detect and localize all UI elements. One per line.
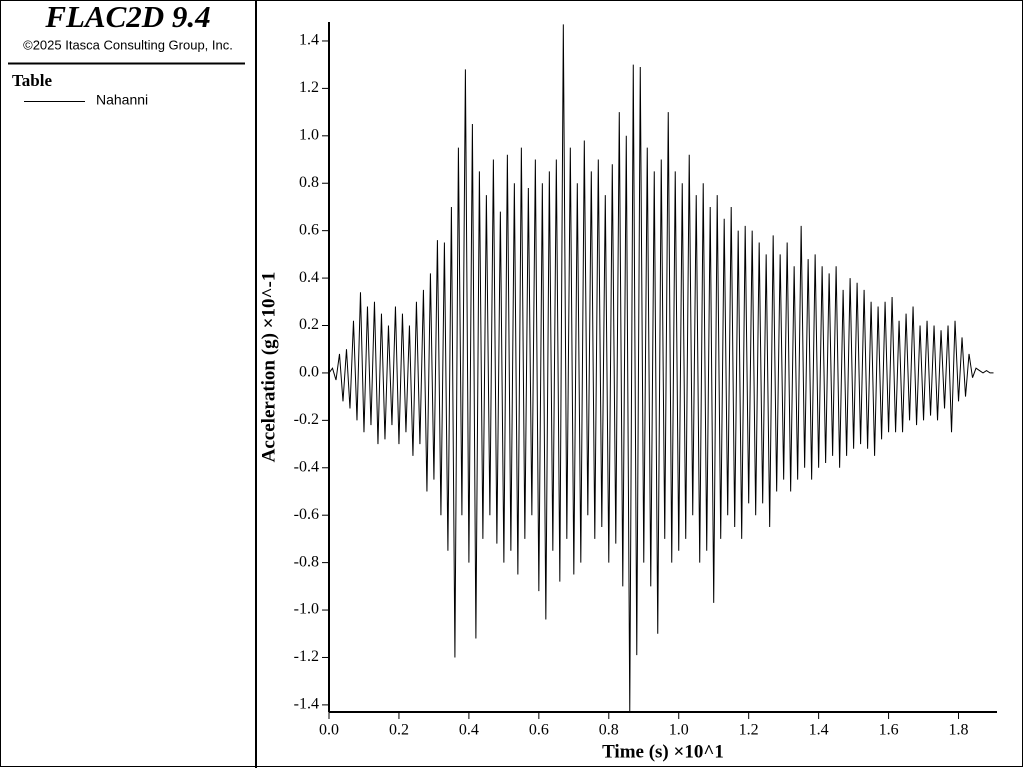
y-tick-label: -1.2 — [294, 648, 319, 665]
x-tick-label: 0.0 — [319, 722, 339, 739]
x-tick-label: 1.0 — [669, 722, 689, 739]
legend-label: Nahanni — [96, 92, 148, 108]
y-tick-label: 1.4 — [299, 32, 319, 49]
x-tick-label: 1.6 — [879, 722, 899, 739]
app-title: FLAC2D 9.4 — [44, 0, 210, 34]
y-tick-label: 1.0 — [299, 126, 319, 143]
y-tick-label: -1.4 — [294, 696, 319, 713]
y-tick-label: 0.6 — [299, 221, 319, 238]
y-tick-label: -0.8 — [294, 553, 319, 570]
y-tick-label: 0.4 — [299, 269, 319, 286]
x-tick-label: 0.8 — [599, 722, 619, 739]
y-axis-title: Acceleration (g) ×10^-1 — [258, 272, 279, 463]
x-tick-label: 0.4 — [459, 722, 479, 739]
x-tick-label: 1.2 — [739, 722, 759, 739]
x-tick-label: 1.4 — [809, 722, 829, 739]
y-tick-label: -0.4 — [294, 458, 319, 475]
x-tick-label: 1.8 — [949, 722, 969, 739]
x-axis-title: Time (s) ×10^1 — [602, 741, 724, 762]
data-line — [328, 24, 994, 713]
x-tick-label: 0.2 — [389, 722, 409, 739]
y-tick-label: 0.2 — [299, 316, 319, 333]
y-tick-label: -1.0 — [294, 601, 319, 618]
y-tick-label: 0.0 — [299, 364, 319, 381]
y-tick-label: 1.2 — [299, 79, 319, 96]
y-tick-label: -0.6 — [294, 506, 319, 523]
copyright: ©2025 Itasca Consulting Group, Inc. — [23, 37, 233, 52]
y-tick-label: -0.2 — [294, 411, 319, 428]
y-tick-label: 0.8 — [299, 174, 319, 191]
x-tick-label: 0.6 — [529, 722, 549, 739]
legend-title: Table — [12, 71, 52, 90]
